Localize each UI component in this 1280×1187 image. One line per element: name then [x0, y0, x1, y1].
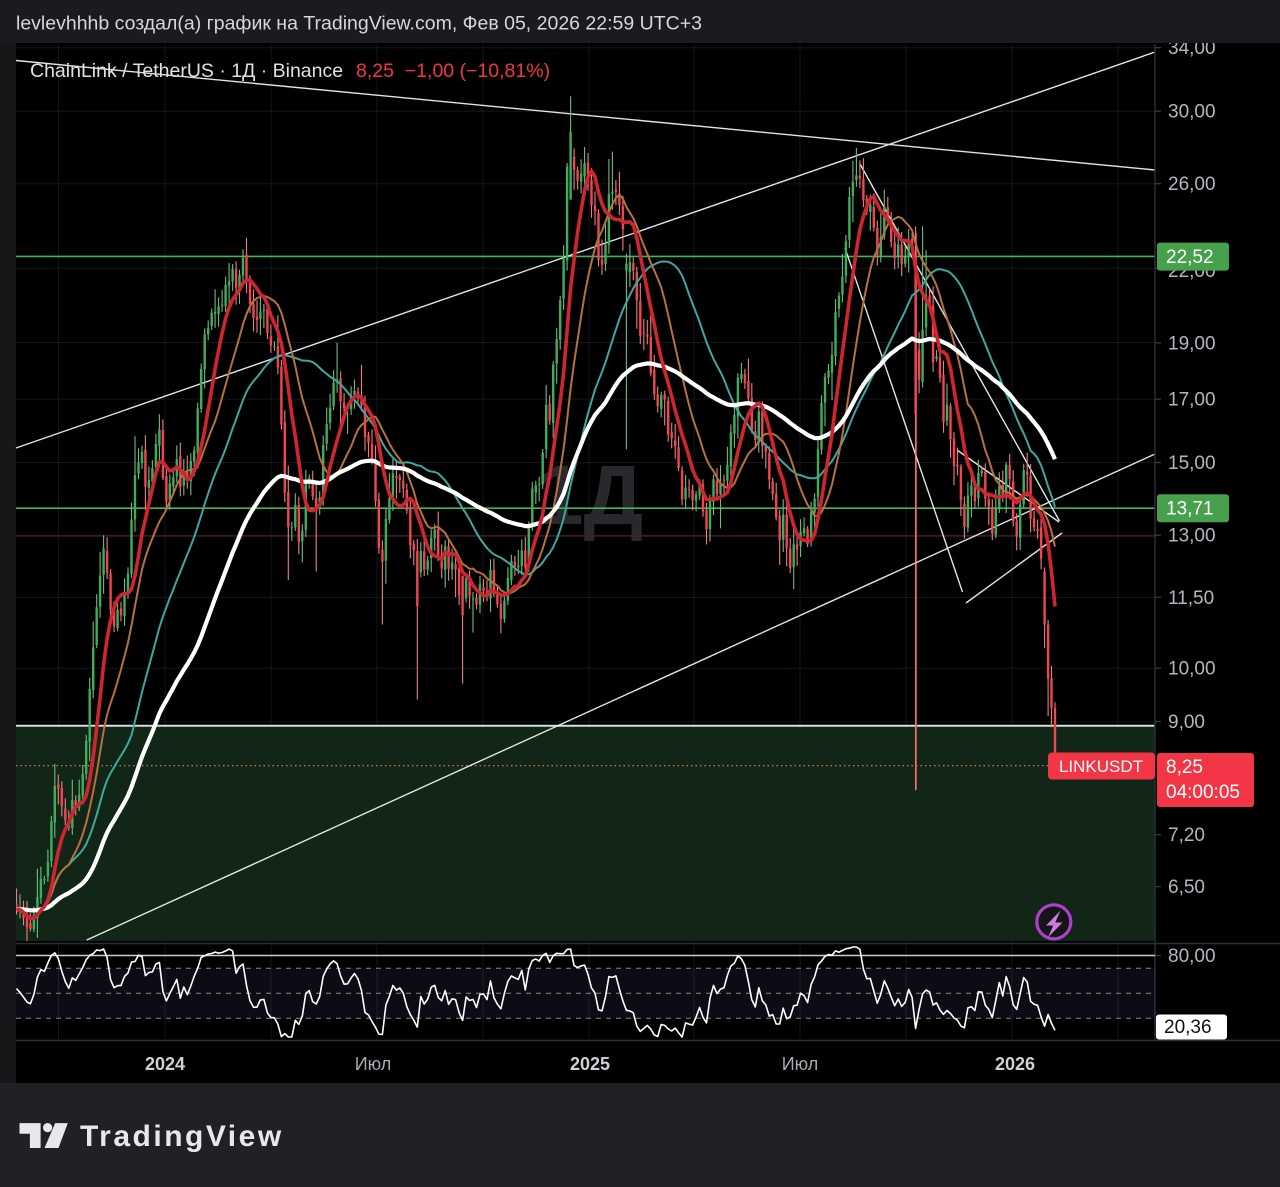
svg-text:TradingView: TradingView: [80, 1120, 284, 1153]
svg-text:04:00:05: 04:00:05: [1166, 782, 1240, 803]
svg-text:26,00: 26,00: [1168, 174, 1216, 195]
svg-text:11,50: 11,50: [1168, 588, 1214, 609]
svg-text:9,00: 9,00: [1168, 712, 1205, 733]
svg-text:2025: 2025: [570, 1054, 610, 1074]
svg-text:22,52: 22,52: [1166, 247, 1214, 268]
svg-text:8,25: 8,25: [1166, 757, 1203, 778]
svg-text:LINKUSDT: LINKUSDT: [1059, 757, 1143, 776]
svg-text:80,00: 80,00: [1168, 946, 1216, 967]
svg-text:19,00: 19,00: [1168, 333, 1216, 354]
svg-text:8,25 −1,00 (−10,81%): 8,25 −1,00 (−10,81%): [356, 60, 550, 82]
svg-text:13,71: 13,71: [1166, 499, 1214, 520]
svg-text:17,00: 17,00: [1168, 390, 1216, 411]
svg-text:10,00: 10,00: [1168, 659, 1216, 680]
svg-text:15,00: 15,00: [1168, 453, 1216, 474]
svg-text:2026: 2026: [995, 1054, 1035, 1074]
svg-text:7,20: 7,20: [1168, 825, 1205, 846]
svg-text:13,00: 13,00: [1168, 526, 1216, 547]
svg-text:Июл: Июл: [355, 1054, 392, 1074]
svg-text:30,00: 30,00: [1168, 102, 1216, 123]
svg-text:6,50: 6,50: [1168, 877, 1205, 898]
svg-text:Июл: Июл: [782, 1054, 819, 1074]
svg-text:20,36: 20,36: [1164, 1017, 1212, 1038]
svg-text:34,00: 34,00: [1168, 38, 1216, 59]
svg-text:2024: 2024: [145, 1054, 185, 1074]
svg-text:1Д: 1Д: [537, 448, 644, 542]
svg-text:levlevhhhb создал(а) график на: levlevhhhb создал(а) график на TradingVi…: [16, 13, 702, 35]
svg-text:ChainLink / TetherUS · 1Д · Bi: ChainLink / TetherUS · 1Д · Binance: [30, 60, 343, 82]
